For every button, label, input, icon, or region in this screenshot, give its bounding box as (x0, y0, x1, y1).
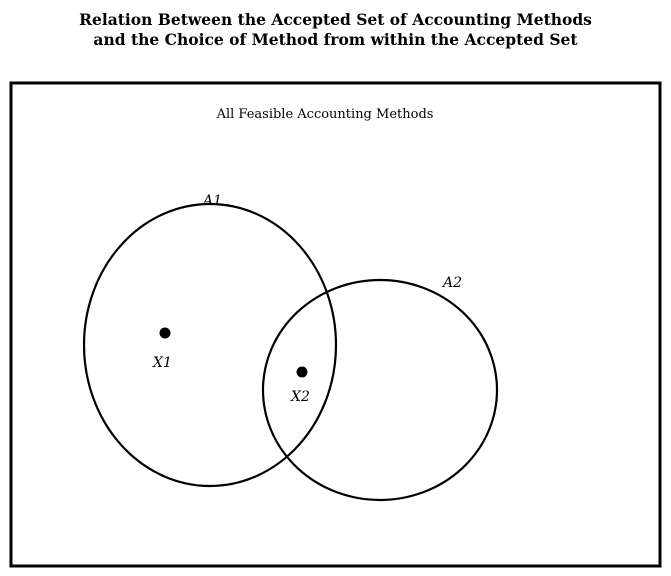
set-a2-label: A2 (441, 275, 462, 291)
universe-frame (9, 81, 662, 568)
figure-title-line-1: Relation Between the Accepted Set of Acc… (79, 10, 592, 29)
set-a1-circle (82, 202, 338, 488)
set-a2-circle (261, 278, 499, 502)
point-x2-marker (296, 366, 308, 378)
set-a1-label: A1 (201, 193, 222, 209)
point-x1-label: X1 (152, 355, 172, 371)
point-x2-label: X2 (290, 389, 310, 405)
point-x1-marker (159, 327, 171, 339)
figure-title-line-2: and the Choice of Method from within the… (93, 30, 578, 49)
universe-label: All Feasible Accounting Methods (216, 107, 434, 122)
